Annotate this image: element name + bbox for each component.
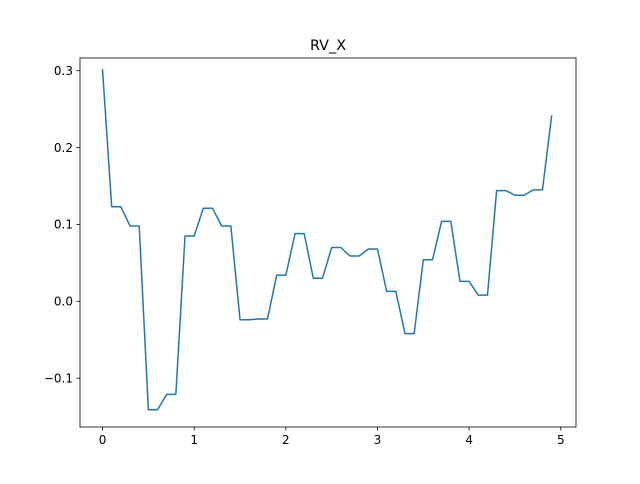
y-tick-label: 0.0 — [54, 295, 73, 309]
x-axis: 0 1 2 3 4 5 — [99, 427, 565, 447]
series-line — [101, 69, 553, 411]
x-tick-label: 2 — [282, 433, 290, 447]
y-axis: −0.1 0.0 0.1 0.2 0.3 — [44, 64, 80, 385]
x-tick-label: 3 — [374, 433, 382, 447]
x-tick-label: 0 — [99, 433, 107, 447]
x-tick-label: 1 — [190, 433, 198, 447]
y-tick-label: 0.2 — [54, 141, 73, 155]
chart-title: RV_X — [310, 38, 346, 54]
x-tick-label: 4 — [465, 433, 473, 447]
y-tick-label: −0.1 — [44, 371, 73, 385]
y-tick-label: 0.3 — [54, 64, 73, 78]
y-tick-label: 0.1 — [54, 218, 73, 232]
x-tick-label: 5 — [557, 433, 565, 447]
plot-area — [101, 69, 553, 411]
axes-frame — [79, 57, 577, 428]
